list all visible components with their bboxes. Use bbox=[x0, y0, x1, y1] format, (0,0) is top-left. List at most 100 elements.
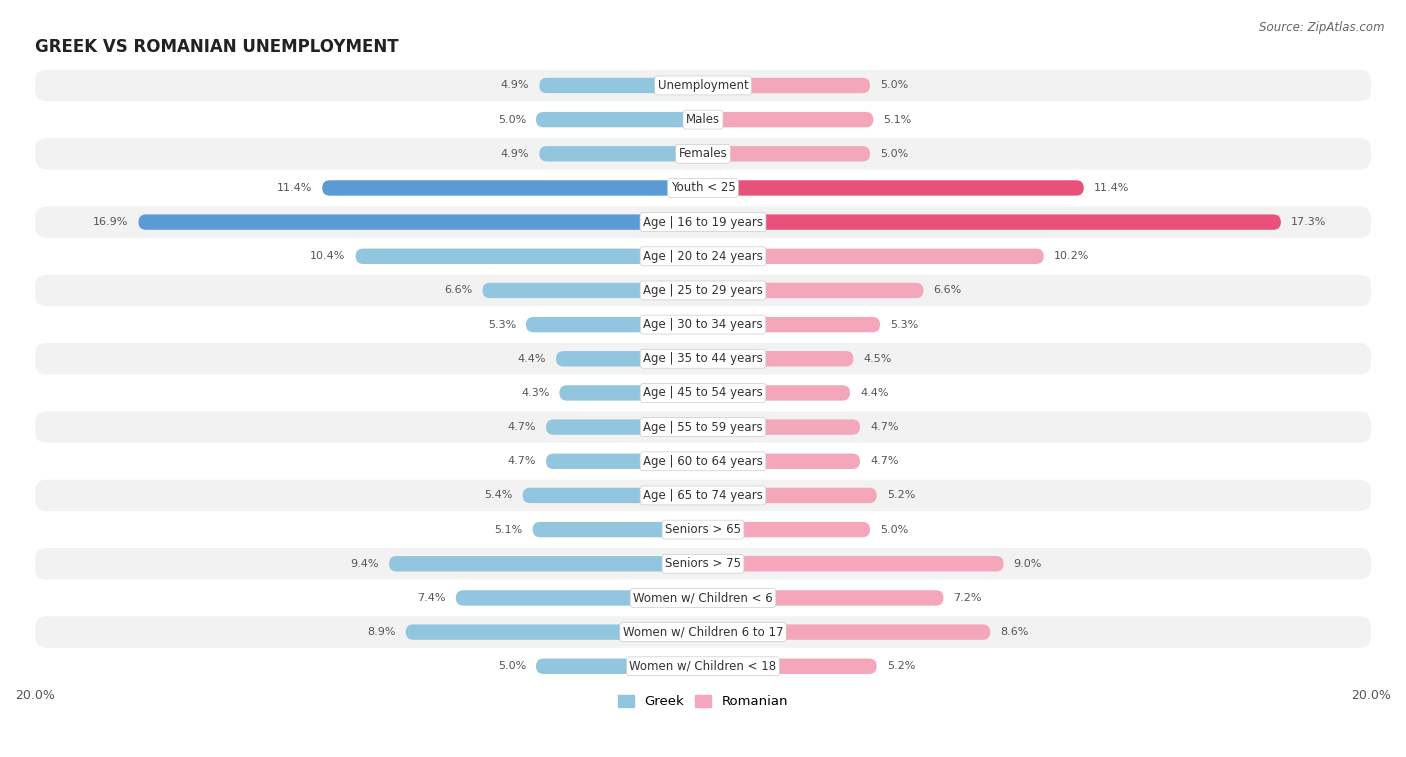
Text: 11.4%: 11.4% bbox=[277, 183, 312, 193]
FancyBboxPatch shape bbox=[533, 522, 703, 537]
FancyBboxPatch shape bbox=[703, 78, 870, 93]
Legend: Greek, Romanian: Greek, Romanian bbox=[613, 690, 793, 714]
FancyBboxPatch shape bbox=[456, 590, 703, 606]
FancyBboxPatch shape bbox=[138, 214, 703, 230]
Text: 10.4%: 10.4% bbox=[311, 251, 346, 261]
FancyBboxPatch shape bbox=[356, 248, 703, 264]
Text: 4.3%: 4.3% bbox=[522, 388, 550, 398]
Text: 8.6%: 8.6% bbox=[1000, 627, 1029, 637]
FancyBboxPatch shape bbox=[703, 556, 1004, 572]
FancyBboxPatch shape bbox=[536, 659, 703, 674]
Text: Age | 16 to 19 years: Age | 16 to 19 years bbox=[643, 216, 763, 229]
FancyBboxPatch shape bbox=[546, 419, 703, 435]
Text: 9.0%: 9.0% bbox=[1014, 559, 1042, 569]
FancyBboxPatch shape bbox=[35, 480, 1371, 511]
Text: Seniors > 65: Seniors > 65 bbox=[665, 523, 741, 536]
FancyBboxPatch shape bbox=[703, 590, 943, 606]
FancyBboxPatch shape bbox=[35, 138, 1371, 170]
Text: Females: Females bbox=[679, 148, 727, 160]
Text: Age | 20 to 24 years: Age | 20 to 24 years bbox=[643, 250, 763, 263]
FancyBboxPatch shape bbox=[35, 446, 1371, 477]
Text: 4.9%: 4.9% bbox=[501, 80, 529, 90]
FancyBboxPatch shape bbox=[322, 180, 703, 195]
Text: 5.0%: 5.0% bbox=[880, 525, 908, 534]
FancyBboxPatch shape bbox=[546, 453, 703, 469]
Text: 5.2%: 5.2% bbox=[887, 662, 915, 671]
Text: Women w/ Children < 6: Women w/ Children < 6 bbox=[633, 591, 773, 604]
FancyBboxPatch shape bbox=[536, 112, 703, 127]
Text: Women w/ Children 6 to 17: Women w/ Children 6 to 17 bbox=[623, 625, 783, 639]
Text: 5.4%: 5.4% bbox=[484, 491, 513, 500]
FancyBboxPatch shape bbox=[35, 343, 1371, 375]
FancyBboxPatch shape bbox=[35, 377, 1371, 409]
FancyBboxPatch shape bbox=[555, 351, 703, 366]
Text: 17.3%: 17.3% bbox=[1291, 217, 1326, 227]
Text: 16.9%: 16.9% bbox=[93, 217, 128, 227]
Text: Age | 60 to 64 years: Age | 60 to 64 years bbox=[643, 455, 763, 468]
FancyBboxPatch shape bbox=[35, 582, 1371, 614]
FancyBboxPatch shape bbox=[35, 207, 1371, 238]
Text: Age | 65 to 74 years: Age | 65 to 74 years bbox=[643, 489, 763, 502]
Text: 4.7%: 4.7% bbox=[508, 456, 536, 466]
Text: Age | 45 to 54 years: Age | 45 to 54 years bbox=[643, 386, 763, 400]
FancyBboxPatch shape bbox=[703, 317, 880, 332]
FancyBboxPatch shape bbox=[35, 548, 1371, 579]
FancyBboxPatch shape bbox=[703, 112, 873, 127]
Text: 4.5%: 4.5% bbox=[863, 354, 891, 364]
FancyBboxPatch shape bbox=[703, 180, 1084, 195]
FancyBboxPatch shape bbox=[560, 385, 703, 400]
Text: 4.7%: 4.7% bbox=[870, 422, 898, 432]
Text: 4.7%: 4.7% bbox=[870, 456, 898, 466]
FancyBboxPatch shape bbox=[540, 146, 703, 161]
FancyBboxPatch shape bbox=[35, 104, 1371, 136]
Text: 5.3%: 5.3% bbox=[890, 319, 918, 329]
Text: 5.0%: 5.0% bbox=[498, 114, 526, 125]
Text: 5.1%: 5.1% bbox=[883, 114, 911, 125]
FancyBboxPatch shape bbox=[703, 351, 853, 366]
Text: 7.4%: 7.4% bbox=[418, 593, 446, 603]
FancyBboxPatch shape bbox=[35, 309, 1371, 341]
Text: GREEK VS ROMANIAN UNEMPLOYMENT: GREEK VS ROMANIAN UNEMPLOYMENT bbox=[35, 38, 398, 56]
Text: 9.4%: 9.4% bbox=[350, 559, 380, 569]
Text: Males: Males bbox=[686, 113, 720, 126]
Text: 10.2%: 10.2% bbox=[1053, 251, 1090, 261]
FancyBboxPatch shape bbox=[540, 78, 703, 93]
Text: Youth < 25: Youth < 25 bbox=[671, 182, 735, 195]
Text: 6.6%: 6.6% bbox=[934, 285, 962, 295]
Text: Unemployment: Unemployment bbox=[658, 79, 748, 92]
Text: 8.9%: 8.9% bbox=[367, 627, 395, 637]
FancyBboxPatch shape bbox=[35, 650, 1371, 682]
Text: 5.3%: 5.3% bbox=[488, 319, 516, 329]
FancyBboxPatch shape bbox=[703, 659, 877, 674]
Text: Age | 35 to 44 years: Age | 35 to 44 years bbox=[643, 352, 763, 366]
Text: Source: ZipAtlas.com: Source: ZipAtlas.com bbox=[1260, 21, 1385, 34]
FancyBboxPatch shape bbox=[35, 173, 1371, 204]
Text: Age | 55 to 59 years: Age | 55 to 59 years bbox=[643, 421, 763, 434]
FancyBboxPatch shape bbox=[35, 514, 1371, 545]
FancyBboxPatch shape bbox=[703, 214, 1281, 230]
FancyBboxPatch shape bbox=[35, 70, 1371, 101]
FancyBboxPatch shape bbox=[703, 385, 851, 400]
Text: 5.1%: 5.1% bbox=[495, 525, 523, 534]
Text: 5.0%: 5.0% bbox=[880, 149, 908, 159]
Text: Women w/ Children < 18: Women w/ Children < 18 bbox=[630, 660, 776, 673]
Text: 7.2%: 7.2% bbox=[953, 593, 981, 603]
Text: 4.4%: 4.4% bbox=[860, 388, 889, 398]
FancyBboxPatch shape bbox=[35, 616, 1371, 648]
FancyBboxPatch shape bbox=[703, 625, 990, 640]
Text: 11.4%: 11.4% bbox=[1094, 183, 1129, 193]
FancyBboxPatch shape bbox=[389, 556, 703, 572]
FancyBboxPatch shape bbox=[35, 275, 1371, 306]
FancyBboxPatch shape bbox=[703, 522, 870, 537]
Text: Seniors > 75: Seniors > 75 bbox=[665, 557, 741, 570]
Text: 4.9%: 4.9% bbox=[501, 149, 529, 159]
FancyBboxPatch shape bbox=[523, 488, 703, 503]
Text: Age | 30 to 34 years: Age | 30 to 34 years bbox=[643, 318, 763, 331]
FancyBboxPatch shape bbox=[35, 241, 1371, 272]
FancyBboxPatch shape bbox=[35, 411, 1371, 443]
FancyBboxPatch shape bbox=[703, 453, 860, 469]
FancyBboxPatch shape bbox=[406, 625, 703, 640]
Text: 4.4%: 4.4% bbox=[517, 354, 546, 364]
Text: 6.6%: 6.6% bbox=[444, 285, 472, 295]
FancyBboxPatch shape bbox=[703, 419, 860, 435]
